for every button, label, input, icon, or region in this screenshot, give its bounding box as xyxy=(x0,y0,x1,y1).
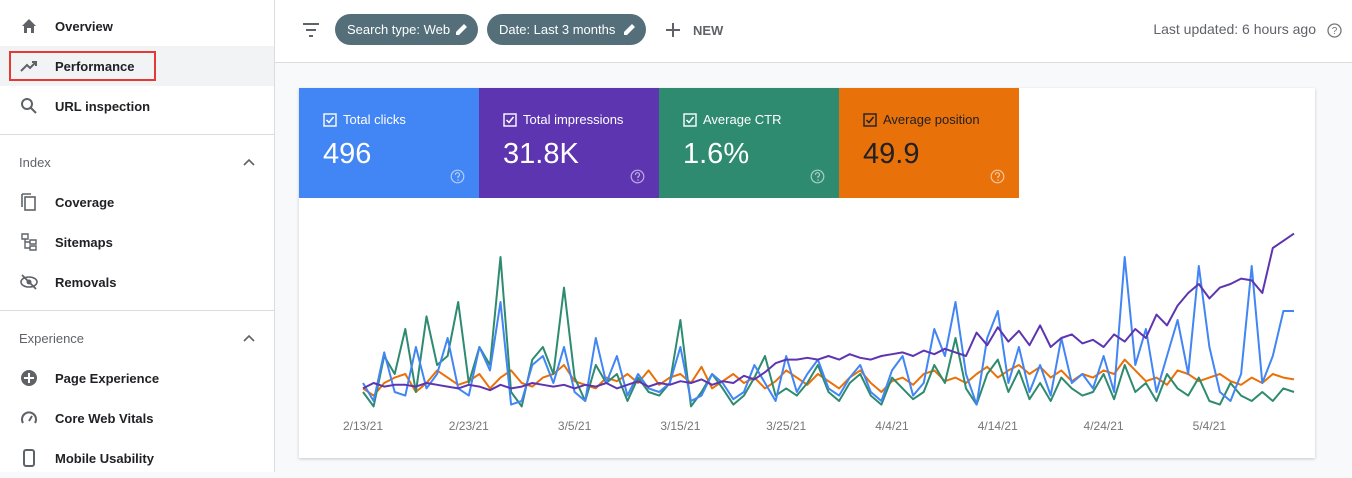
metric-value: 49.9 xyxy=(863,138,920,170)
separator xyxy=(0,310,274,311)
nav-label: Overview xyxy=(55,18,113,34)
highlight-box xyxy=(9,51,156,81)
icon xyxy=(21,411,37,424)
svg-text:?: ? xyxy=(1332,26,1338,37)
x-tick-label: 2/23/21 xyxy=(449,419,489,433)
button-label: NEW xyxy=(693,22,724,38)
section-title: Index xyxy=(19,155,51,170)
help-icon[interactable] xyxy=(810,169,825,184)
section-title: Experience xyxy=(19,331,85,346)
chip-label: Date: Last 3 months xyxy=(499,22,616,37)
nav-item[interactable]: Coverage xyxy=(0,182,274,222)
nav-item[interactable]: URL inspection xyxy=(0,86,274,126)
nav-item[interactable]: Removals xyxy=(0,262,274,302)
x-tick-label: 3/25/21 xyxy=(766,419,806,433)
icon xyxy=(21,193,36,211)
icon xyxy=(22,19,36,33)
metric-tile[interactable]: Total clicks 496 xyxy=(299,88,479,198)
chip-label: Search type: Web xyxy=(347,22,451,37)
nav-label: Coverage xyxy=(55,194,115,210)
last-updated: Last updated: 6 hours ago xyxy=(1153,21,1316,37)
help-icon[interactable] xyxy=(450,169,465,184)
nav-label: Sitemaps xyxy=(55,234,113,250)
metric-value: 1.6% xyxy=(683,138,750,170)
series-line xyxy=(362,232,1295,392)
nav-item[interactable]: Sitemaps xyxy=(0,222,274,262)
collapse-icon[interactable] xyxy=(242,156,256,168)
help-icon[interactable]: ? xyxy=(1327,23,1342,38)
checkbox[interactable] xyxy=(323,113,337,127)
metric-tile[interactable]: Average position 49.9 xyxy=(839,88,1019,198)
metric-tile[interactable]: Total impressions 31.8K xyxy=(479,88,659,198)
metric-label: Average CTR xyxy=(703,112,782,127)
nav-label: Performance xyxy=(55,58,135,74)
collapse-icon[interactable] xyxy=(242,332,256,344)
toolbar: Search type: Web Date: Last 3 months NEW… xyxy=(275,0,1352,63)
series-line xyxy=(362,256,1294,406)
checkbox[interactable] xyxy=(503,113,517,127)
nav-label: Mobile Usability xyxy=(55,450,154,466)
nav-item[interactable]: Page Experience xyxy=(0,358,274,398)
metric-tile[interactable]: Average CTR 1.6% xyxy=(659,88,839,198)
new-button[interactable]: NEW xyxy=(665,20,723,40)
nav-label: Page Experience xyxy=(55,370,160,386)
icon xyxy=(21,98,37,114)
x-tick-label: 3/5/21 xyxy=(558,419,592,433)
nav-item[interactable]: Mobile Usability xyxy=(0,438,274,478)
nav-label: URL inspection xyxy=(55,98,151,114)
metric-value: 496 xyxy=(323,138,372,170)
nav-label: Core Web Vitals xyxy=(55,410,154,426)
filter-chip[interactable]: Search type: Web xyxy=(335,14,478,45)
metric-label: Total impressions xyxy=(523,112,624,127)
icon xyxy=(23,449,35,467)
x-tick-label: 4/4/21 xyxy=(875,419,909,433)
x-tick-label: 4/24/21 xyxy=(1084,419,1124,433)
icon xyxy=(21,370,37,386)
series-line xyxy=(362,358,1295,397)
metric-label: Average position xyxy=(883,112,980,127)
checkbox[interactable] xyxy=(863,113,877,127)
icon xyxy=(21,233,37,251)
metric-value: 31.8K xyxy=(503,138,579,170)
icon xyxy=(20,61,37,72)
help-icon[interactable] xyxy=(990,169,1005,184)
nav-label: Removals xyxy=(55,274,117,290)
x-tick-label: 2/13/21 xyxy=(343,419,383,433)
x-tick-label: 3/15/21 xyxy=(660,419,700,433)
nav-item[interactable]: Overview xyxy=(0,6,274,46)
checkbox[interactable] xyxy=(683,113,697,127)
help-icon[interactable] xyxy=(630,169,645,184)
edit-icon xyxy=(456,24,467,35)
metric-label: Total clicks xyxy=(343,112,406,127)
plus-icon xyxy=(666,23,680,37)
chart: 2/13/21 2/23/21 3/5/21 3/15/21 3/25/21 4/4/21… xyxy=(343,232,1295,433)
filter-icon[interactable] xyxy=(302,22,320,38)
x-tick-label: 4/14/21 xyxy=(978,419,1018,433)
sidebar: Overview Performance URL inspection Inde… xyxy=(0,0,275,472)
filter-chip[interactable]: Date: Last 3 months xyxy=(487,14,646,45)
separator xyxy=(0,134,274,135)
icon xyxy=(20,274,38,290)
chart-card: Total clicks 496 Total impressions 31.8K Ave… xyxy=(299,88,1315,458)
edit-icon xyxy=(624,24,635,35)
nav-item[interactable]: Core Web Vitals xyxy=(0,398,274,438)
x-tick-label: 5/4/21 xyxy=(1193,419,1227,433)
